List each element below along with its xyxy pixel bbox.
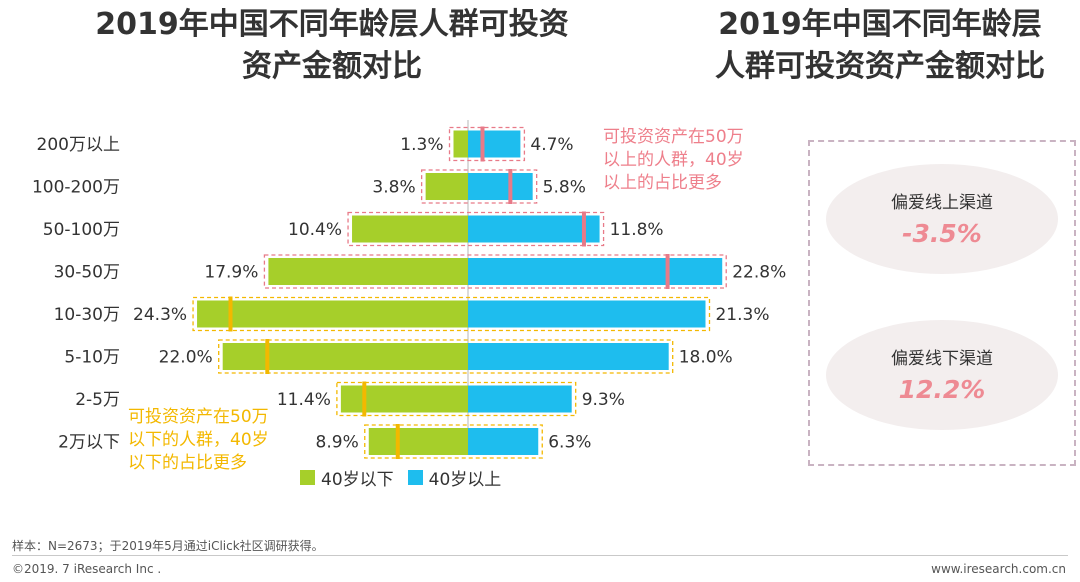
category-label-1: 100-200万: [32, 178, 120, 198]
value-label-over40-4: 21.3%: [715, 305, 769, 325]
footer-source: 样本：N=2673；于2019年5月通过iClick社区调研获得。: [12, 539, 324, 553]
title-right-line-1: 2019年中国不同年龄层: [718, 7, 1042, 42]
online-channel-label: 偏爱线上渠道: [891, 193, 993, 213]
highlight-box-0: [448, 126, 526, 162]
bar-under40-4: [197, 300, 468, 328]
bar-under40-5: [222, 343, 468, 370]
bar-over40-5: [468, 343, 669, 370]
bar-under40-6: [340, 385, 468, 413]
value-label-under40-2: 10.4%: [288, 220, 342, 240]
value-label-over40-3: 22.8%: [732, 263, 786, 283]
marker-under40-5: [265, 339, 270, 374]
legend-swatch-under40: [300, 470, 315, 485]
note-bottom-line-2: 以下的人群，40岁: [128, 430, 269, 450]
category-label-5: 5-10万: [64, 348, 120, 368]
value-label-under40-7: 8.9%: [316, 433, 359, 453]
value-label-under40-5: 22.0%: [159, 348, 213, 368]
marker-over40-1: [508, 169, 513, 204]
bar-over40-4: [468, 300, 706, 328]
note-top-line-1: 可投资资产在50万: [603, 127, 744, 147]
marker-under40-4: [228, 296, 233, 332]
bar-under40-7: [368, 428, 468, 455]
marker-under40-7: [395, 424, 400, 459]
highlight-box-4: [192, 296, 711, 332]
value-label-under40-0: 1.3%: [400, 135, 443, 155]
category-label-6: 2-5万: [75, 390, 120, 410]
highlight-box-5: [218, 339, 674, 374]
legend-swatch-over40: [407, 470, 423, 485]
note-top-line-3: 以上的占比更多: [603, 173, 722, 193]
footer-divider: [12, 555, 1068, 556]
footer-url: www.iresearch.com.cn: [931, 562, 1066, 576]
bar-over40-1: [468, 173, 533, 200]
bar-over40-2: [468, 215, 600, 243]
category-label-4: 10-30万: [54, 305, 120, 325]
legend-item-over40: 40岁以上: [407, 465, 502, 490]
value-label-over40-1: 5.8%: [543, 178, 586, 198]
bar-under40-1: [425, 173, 468, 200]
note-over-500k: 可投资资产在50万 以上的人群，40岁 以上的占比更多: [603, 126, 744, 195]
title-left-line-2: 资产金额对比: [242, 49, 422, 84]
bar-over40-3: [468, 258, 723, 285]
category-label-3: 30-50万: [54, 263, 120, 283]
category-label-0: 200万以上: [37, 135, 120, 155]
title-left-line-1: 2019年中国不同年龄层人群可投资: [95, 7, 569, 42]
bar-over40-0: [468, 130, 521, 158]
note-under-500k: 可投资资产在50万 以下的人群，40岁 以下的占比更多: [128, 406, 269, 475]
value-label-under40-1: 3.8%: [372, 178, 415, 198]
bar-over40-7: [468, 428, 539, 455]
category-label-2: 50-100万: [43, 220, 120, 240]
value-label-over40-7: 6.3%: [548, 433, 591, 453]
footer-copyright: ©2019. 7 iResearch Inc .: [12, 562, 162, 576]
value-label-over40-0: 4.7%: [530, 135, 573, 155]
online-channel-value: -3.5%: [902, 219, 982, 248]
marker-over40-2: [581, 211, 586, 247]
title-left: 2019年中国不同年龄层人群可投资 资产金额对比: [52, 4, 612, 88]
value-label-under40-6: 11.4%: [277, 390, 331, 410]
title-right: 2019年中国不同年龄层 人群可投资资产金额对比: [690, 4, 1070, 88]
value-label-under40-4: 24.3%: [133, 305, 187, 325]
value-label-over40-5: 18.0%: [679, 348, 733, 368]
value-label-over40-6: 9.3%: [582, 390, 625, 410]
value-label-over40-2: 11.8%: [610, 220, 664, 240]
note-top-line-2: 以上的人群，40岁: [603, 150, 744, 170]
value-label-under40-3: 17.9%: [204, 263, 258, 283]
bar-under40-0: [453, 130, 468, 158]
offline-channel-value: 12.2%: [898, 375, 986, 404]
note-bottom-line-1: 可投资资产在50万: [128, 407, 269, 427]
note-bottom-line-3: 以下的占比更多: [128, 453, 247, 473]
bar-over40-6: [468, 385, 572, 413]
legend-label-over40: 40岁以上: [428, 470, 502, 490]
highlight-box-6: [336, 381, 577, 417]
highlight-box-3: [263, 254, 727, 289]
category-label-7: 2万以下: [58, 433, 120, 453]
offline-channel-label: 偏爱线下渠道: [891, 349, 993, 369]
chart-legend: 40岁以下 40岁以上: [300, 465, 515, 490]
legend-label-under40: 40岁以下: [321, 470, 394, 490]
legend-item-under40: 40岁以下: [300, 465, 394, 490]
highlight-box-1: [420, 169, 538, 204]
marker-under40-6: [362, 381, 367, 417]
marker-over40-0: [480, 126, 485, 162]
bar-under40-2: [352, 215, 468, 243]
title-right-line-2: 人群可投资资产金额对比: [715, 49, 1045, 84]
offline-channel-bubble: 偏爱线下渠道 12.2%: [826, 320, 1058, 430]
channel-preference-panel: 偏爱线上渠道 -3.5% 偏爱线下渠道 12.2%: [808, 140, 1076, 466]
marker-over40-3: [665, 254, 670, 289]
bar-under40-3: [268, 258, 468, 285]
highlight-box-2: [347, 211, 605, 247]
online-channel-bubble: 偏爱线上渠道 -3.5%: [826, 164, 1058, 274]
